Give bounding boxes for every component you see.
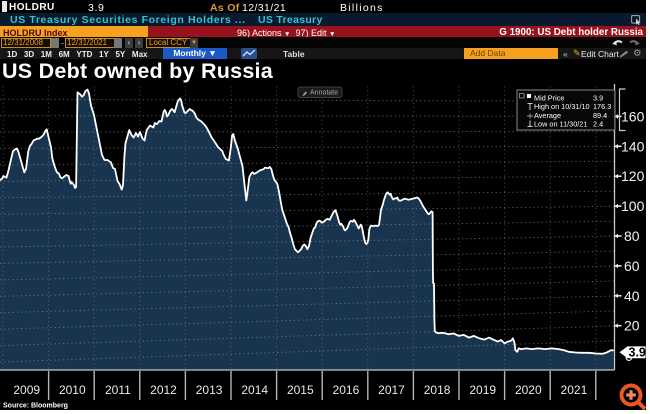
svg-text:80: 80	[624, 228, 640, 244]
svg-text:2019: 2019	[469, 383, 496, 397]
svg-text:2012: 2012	[150, 383, 177, 397]
svg-text:140: 140	[621, 138, 645, 154]
svg-text:Source: Bloomberg: Source: Bloomberg	[3, 403, 68, 410]
svg-text:2010: 2010	[59, 383, 86, 397]
svg-text:2015: 2015	[287, 383, 314, 397]
svg-text:20: 20	[624, 318, 640, 334]
svg-text:High on 10/31/10: High on 10/31/10	[534, 102, 590, 111]
svg-text:2009: 2009	[13, 383, 40, 397]
svg-text:Low on 11/30/21: Low on 11/30/21	[534, 120, 587, 129]
svg-text:2016: 2016	[333, 383, 360, 397]
svg-text:120: 120	[621, 168, 645, 184]
svg-text:2014: 2014	[241, 383, 268, 397]
svg-text:60: 60	[624, 258, 640, 274]
svg-text:160: 160	[621, 108, 645, 124]
svg-text:2013: 2013	[196, 383, 223, 397]
svg-text:Annotate: Annotate	[310, 90, 338, 97]
svg-text:Average: Average	[534, 111, 561, 120]
svg-text:3.9: 3.9	[629, 346, 646, 360]
svg-text:176.3: 176.3	[593, 102, 611, 111]
svg-text:2011: 2011	[105, 383, 131, 397]
svg-text:2020: 2020	[515, 383, 542, 397]
svg-text:Mid Price: Mid Price	[534, 94, 564, 103]
svg-text:100: 100	[621, 198, 645, 214]
svg-text:89.4: 89.4	[593, 111, 607, 120]
svg-text:3.9: 3.9	[593, 94, 603, 103]
svg-text:40: 40	[624, 288, 640, 304]
svg-text:2018: 2018	[424, 383, 451, 397]
svg-text:2.4: 2.4	[593, 120, 603, 129]
svg-text:2021: 2021	[561, 383, 588, 397]
svg-text:2017: 2017	[378, 383, 405, 397]
